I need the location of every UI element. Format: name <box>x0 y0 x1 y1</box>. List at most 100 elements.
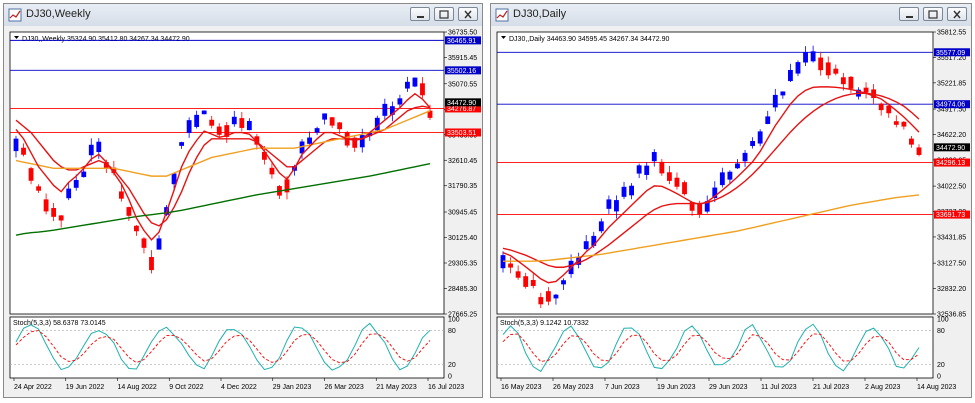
candle-body <box>621 186 627 197</box>
minimize-button[interactable] <box>899 7 919 21</box>
candle-body <box>28 168 34 181</box>
level-price-tag <box>934 48 970 57</box>
price-tick-label: 32832.20 <box>937 286 966 293</box>
price-tick-label: 29305.35 <box>448 261 477 268</box>
candle-body <box>412 77 418 87</box>
price-tick-label: 30125.40 <box>448 235 477 242</box>
moving-average-line <box>15 110 431 177</box>
oscillator-tick-label: 80 <box>937 328 945 335</box>
main-plot-area <box>496 31 934 315</box>
candle-body <box>606 199 612 209</box>
candle-body <box>508 263 513 268</box>
candle-body <box>209 119 215 126</box>
candle-body <box>427 110 433 118</box>
chart-app-icon <box>495 8 509 22</box>
candle-body <box>735 163 740 169</box>
candle-body <box>545 291 551 302</box>
minimize-button[interactable] <box>410 7 430 21</box>
weekly-titlebar[interactable]: DJ30,Weekly <box>4 4 482 27</box>
date-tick-label: 21 May 2023 <box>376 384 417 391</box>
level-price-label: 33503.51 <box>447 130 476 137</box>
candle-body <box>697 204 703 214</box>
candle-body <box>420 83 425 96</box>
dropdown-triangle-icon <box>14 36 19 39</box>
candle-body <box>901 121 907 127</box>
candle-body <box>239 118 245 128</box>
price-tick-label: 28485.30 <box>448 286 477 293</box>
candle-body <box>818 57 824 71</box>
close-icon <box>953 10 961 19</box>
candle-body <box>231 116 237 125</box>
symbol-info-text: DJ30,,Daily 34463.90 34595.45 34267.34 3… <box>509 36 669 43</box>
candle-body <box>750 140 756 146</box>
minimize-icon <box>906 16 913 18</box>
date-tick-label: 29 Jan 2023 <box>273 384 312 391</box>
daily-chart-window[interactable]: DJ30,Daily DJ30,,Daily 34463.90 34595.45… <box>490 3 972 398</box>
stochastic-label: Stoch(5,3,3) 58.6378 73.0145 <box>13 320 106 327</box>
candle-body <box>780 91 786 96</box>
candle-body <box>795 62 801 74</box>
price-tick-label: 35812.55 <box>937 30 966 37</box>
date-tick-label: 26 May 2023 <box>553 384 594 391</box>
stochastic-main-line <box>15 322 431 371</box>
candle-body <box>126 207 132 216</box>
candle-body <box>553 294 559 299</box>
level-price-tag <box>934 210 970 219</box>
candle-body <box>682 182 687 195</box>
candle-body <box>772 94 778 108</box>
close-button[interactable] <box>458 7 478 21</box>
weekly-chart-window[interactable]: DJ30,Weekly DJ30,,Weekly 35324.90 35412.… <box>3 3 483 398</box>
price-tick-label: 35517.20 <box>937 55 966 62</box>
level-price-tag <box>934 158 970 167</box>
moving-average-line <box>503 194 920 262</box>
price-tick-label: 34022.50 <box>937 184 966 191</box>
maximize-button[interactable] <box>923 7 943 21</box>
maximize-button[interactable] <box>434 7 454 21</box>
date-tick-label: 16 Jul 2023 <box>428 384 464 391</box>
candle-body <box>261 151 267 160</box>
chart-app-icon <box>8 8 22 22</box>
date-tick-label: 24 Apr 2022 <box>14 384 52 391</box>
candle-body <box>149 256 154 271</box>
candle-body <box>704 201 710 212</box>
dropdown-triangle-icon <box>501 36 506 39</box>
price-tick-label: 35070.55 <box>448 81 477 88</box>
date-tick-label: 21 Jul 2023 <box>813 384 849 391</box>
price-tick-label: 31790.35 <box>448 183 477 190</box>
daily-chart[interactable]: DJ30,,Daily 34463.90 34595.45 34267.34 3… <box>491 26 971 397</box>
price-tick-label: 35221.85 <box>937 80 966 87</box>
stochastic-signal-line <box>502 333 920 363</box>
candle-body <box>614 200 619 212</box>
level-price-tag <box>934 100 970 109</box>
candle-body <box>329 117 335 126</box>
candle-body <box>314 128 320 133</box>
candle-body <box>81 171 87 178</box>
candle-body <box>742 152 748 162</box>
oscillator-tick-label: 0 <box>937 374 941 381</box>
symbol-info-text: DJ30,,Weekly 35324.90 35412.80 34267.34 … <box>22 36 190 43</box>
price-tick-label: 33431.85 <box>937 234 966 241</box>
current-price-label: 34472.90 <box>936 145 965 152</box>
candle-body <box>659 161 665 174</box>
candle-body <box>43 199 49 212</box>
candle-body <box>389 106 395 115</box>
candle-body <box>765 116 771 124</box>
candle-body <box>254 136 260 145</box>
candle-body <box>194 114 200 127</box>
candle-body <box>284 179 290 193</box>
level-price-label: 35502.16 <box>447 68 476 75</box>
oscillator-tick-label: 20 <box>937 362 945 369</box>
candle-body <box>893 121 899 125</box>
candle-body <box>878 103 884 111</box>
daily-titlebar[interactable]: DJ30,Daily <box>491 4 971 27</box>
level-price-label: 36465.91 <box>447 38 476 45</box>
level-price-tag <box>445 104 481 113</box>
date-tick-label: 19 Jun 2022 <box>66 384 105 391</box>
candle-body <box>367 132 373 137</box>
weekly-chart[interactable]: DJ30,,Weekly 35324.90 35412.80 34267.34 … <box>4 26 482 397</box>
close-button[interactable] <box>947 7 967 21</box>
candle-body <box>201 110 207 115</box>
oscillator-tick-label: 0 <box>448 374 452 381</box>
date-tick-label: 4 Dec 2022 <box>221 384 257 391</box>
price-tick-label: 36735.50 <box>448 30 477 37</box>
